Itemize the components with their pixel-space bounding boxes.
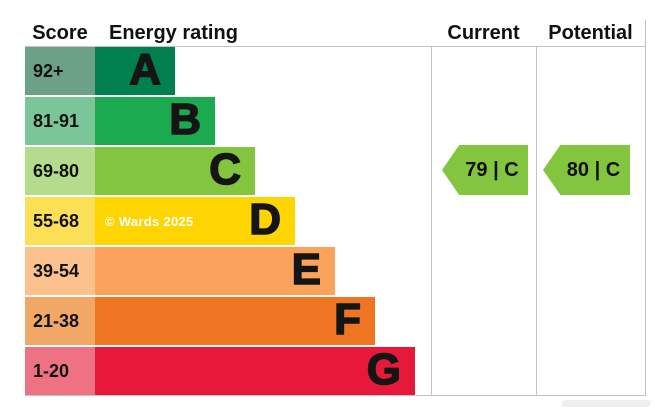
score-cell-d: 55-68 — [25, 197, 95, 245]
score-cell-f: 21-38 — [25, 297, 95, 345]
potential-column-divider — [536, 20, 537, 396]
band-bar-g: G — [95, 347, 415, 395]
current-column-divider — [431, 20, 432, 396]
band-bar-f: F — [95, 297, 375, 345]
band-letter-c: C — [208, 145, 241, 194]
score-header: Score — [25, 20, 95, 46]
band-letter-a: A — [128, 45, 161, 94]
current-header: Current — [431, 20, 536, 46]
table-border-bottom — [25, 395, 645, 396]
potential-header: Potential — [536, 20, 645, 46]
band-bar-e: E — [95, 247, 335, 295]
potential-rating-label: 80 | C — [566, 158, 621, 181]
potential-rating-arrow: 80 | C — [543, 145, 630, 195]
band-bar-a: A — [95, 47, 175, 95]
band-bar-d: D — [95, 197, 295, 245]
band-bar-b: B — [95, 97, 215, 145]
current-rating-arrow: 79 | C — [442, 145, 528, 195]
score-cell-e: 39-54 — [25, 247, 95, 295]
band-letter-e: E — [291, 245, 322, 294]
score-cell-b: 81-91 — [25, 97, 95, 145]
header-divider-line — [25, 46, 645, 47]
score-cell-a: 92+ — [25, 47, 95, 95]
faint-watermark — [562, 400, 650, 407]
current-rating-label: 79 | C — [465, 158, 519, 181]
energy-rating-header: Energy rating — [95, 20, 431, 46]
band-letter-g: G — [366, 345, 402, 394]
band-bar-c: C — [95, 147, 255, 195]
band-letter-b: B — [168, 95, 201, 144]
score-cell-g: 1-20 — [25, 347, 95, 395]
band-letter-f: F — [333, 295, 361, 344]
score-cell-c: 69-80 — [25, 147, 95, 195]
table-border-right — [645, 20, 646, 396]
band-letter-d: D — [248, 195, 281, 244]
copyright-watermark: © Wards 2025 — [105, 213, 194, 229]
